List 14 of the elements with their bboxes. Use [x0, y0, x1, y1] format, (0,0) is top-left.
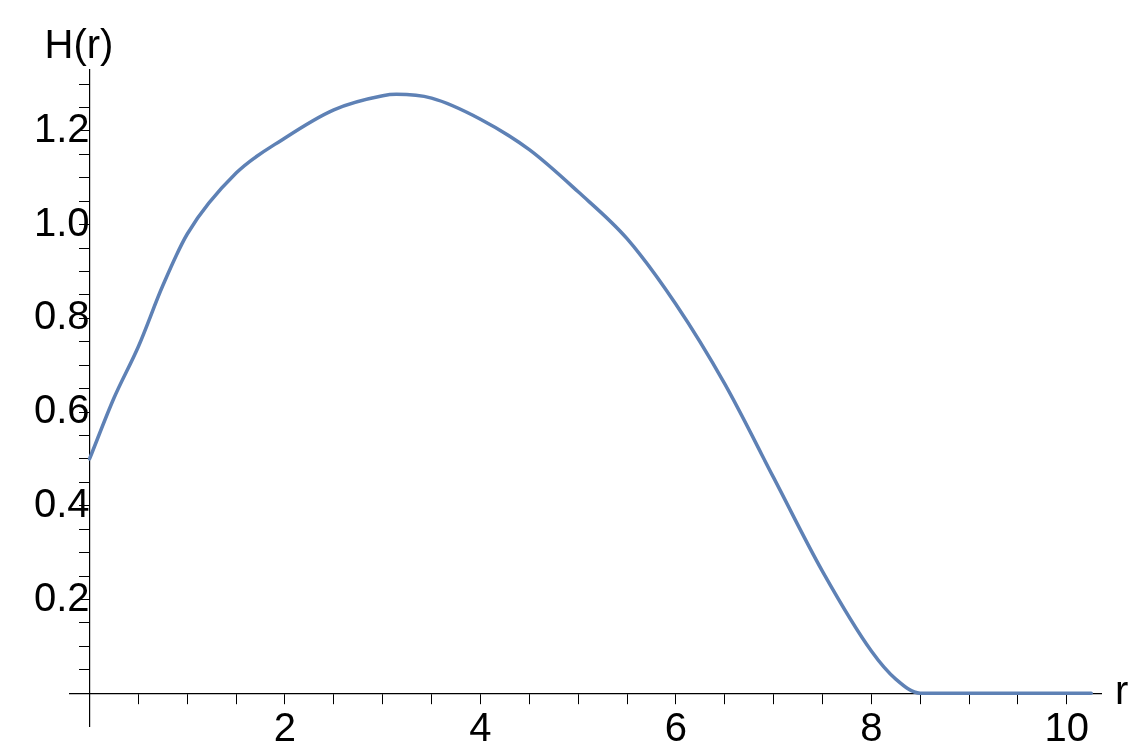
x-tick-label: 6 — [664, 705, 688, 750]
y-tick-label: 0.2 — [33, 574, 90, 619]
x-tick-label: 4 — [469, 705, 492, 750]
y-axis-title: H(r) — [44, 22, 114, 66]
x-tick-label: 8 — [860, 705, 883, 750]
y-tick-label: 0.4 — [33, 480, 90, 525]
y-tick-label: 0.8 — [33, 293, 90, 338]
x-axis-title: r — [1115, 668, 1129, 713]
y-tick-label: 1.0 — [33, 199, 90, 244]
line-series — [87, 92, 1093, 695]
y-tick-label: 0.6 — [33, 387, 90, 432]
y-tick-label: 1.2 — [33, 105, 90, 150]
x-tick-label: 10 — [1044, 705, 1090, 750]
x-tick-label: 2 — [273, 705, 297, 750]
